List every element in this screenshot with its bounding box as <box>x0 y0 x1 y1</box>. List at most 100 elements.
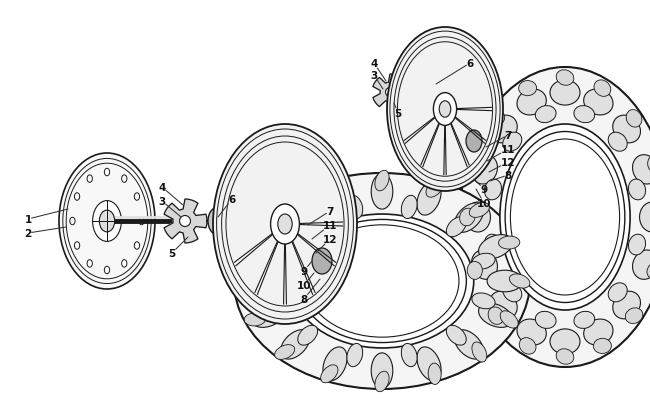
Ellipse shape <box>593 339 612 354</box>
Ellipse shape <box>87 260 92 267</box>
Ellipse shape <box>478 303 512 328</box>
Ellipse shape <box>280 203 310 233</box>
Ellipse shape <box>439 102 451 118</box>
Text: 10: 10 <box>297 273 314 290</box>
Ellipse shape <box>467 156 483 173</box>
Ellipse shape <box>574 106 595 124</box>
Ellipse shape <box>472 254 495 269</box>
Ellipse shape <box>500 125 630 310</box>
Text: 8: 8 <box>490 171 512 181</box>
Ellipse shape <box>278 200 292 220</box>
Ellipse shape <box>402 84 418 108</box>
Ellipse shape <box>87 175 92 183</box>
Text: 7: 7 <box>486 131 512 148</box>
Ellipse shape <box>244 313 265 326</box>
Ellipse shape <box>608 133 627 152</box>
Ellipse shape <box>484 234 502 255</box>
Ellipse shape <box>122 175 127 183</box>
Ellipse shape <box>135 193 140 201</box>
Ellipse shape <box>647 155 650 173</box>
Ellipse shape <box>472 293 495 309</box>
Ellipse shape <box>472 342 487 362</box>
Ellipse shape <box>426 180 443 198</box>
Ellipse shape <box>556 349 574 364</box>
Ellipse shape <box>401 343 417 367</box>
Text: 3: 3 <box>370 71 383 90</box>
Ellipse shape <box>629 234 645 255</box>
Ellipse shape <box>105 169 110 176</box>
Ellipse shape <box>320 365 338 383</box>
Text: 4: 4 <box>370 59 386 82</box>
Ellipse shape <box>626 110 642 128</box>
Ellipse shape <box>608 283 627 302</box>
Ellipse shape <box>499 237 520 249</box>
Ellipse shape <box>135 242 140 249</box>
Ellipse shape <box>471 250 497 279</box>
Ellipse shape <box>629 180 645 200</box>
Text: 3: 3 <box>159 196 181 217</box>
Ellipse shape <box>500 311 518 328</box>
Ellipse shape <box>275 345 294 360</box>
Ellipse shape <box>401 196 417 219</box>
Ellipse shape <box>298 326 318 345</box>
Ellipse shape <box>489 116 517 143</box>
Text: 6: 6 <box>436 59 474 85</box>
Ellipse shape <box>312 248 332 274</box>
Ellipse shape <box>323 347 347 381</box>
Ellipse shape <box>269 293 292 309</box>
Ellipse shape <box>469 203 489 218</box>
Ellipse shape <box>632 155 650 185</box>
Ellipse shape <box>347 343 363 367</box>
Ellipse shape <box>584 319 613 345</box>
Ellipse shape <box>269 254 292 269</box>
Ellipse shape <box>99 211 114 232</box>
Ellipse shape <box>454 203 484 233</box>
Ellipse shape <box>647 262 650 279</box>
Ellipse shape <box>280 330 310 359</box>
Ellipse shape <box>213 125 357 324</box>
Ellipse shape <box>291 215 474 348</box>
Ellipse shape <box>519 81 537 96</box>
Ellipse shape <box>632 250 650 279</box>
Ellipse shape <box>385 88 395 97</box>
Ellipse shape <box>208 207 228 235</box>
Ellipse shape <box>465 202 491 232</box>
Ellipse shape <box>584 90 613 116</box>
Ellipse shape <box>460 68 650 367</box>
Ellipse shape <box>252 235 285 259</box>
Ellipse shape <box>234 174 530 389</box>
Ellipse shape <box>517 90 546 116</box>
Ellipse shape <box>454 330 484 359</box>
Ellipse shape <box>347 196 363 219</box>
Text: 12: 12 <box>489 158 515 173</box>
Text: 1: 1 <box>25 209 68 224</box>
Ellipse shape <box>550 329 580 354</box>
Ellipse shape <box>460 209 475 226</box>
Ellipse shape <box>105 266 110 274</box>
Ellipse shape <box>323 178 336 199</box>
Ellipse shape <box>241 271 277 292</box>
Ellipse shape <box>447 217 466 237</box>
Ellipse shape <box>471 155 497 185</box>
Ellipse shape <box>323 182 347 215</box>
Ellipse shape <box>613 292 640 319</box>
Ellipse shape <box>613 116 640 143</box>
Ellipse shape <box>278 215 292 234</box>
Ellipse shape <box>375 371 389 392</box>
Text: 11: 11 <box>487 145 515 162</box>
Ellipse shape <box>625 308 643 324</box>
Ellipse shape <box>70 218 75 225</box>
Ellipse shape <box>536 106 556 124</box>
Ellipse shape <box>139 218 144 225</box>
Text: 12: 12 <box>316 234 337 254</box>
Text: 8: 8 <box>300 279 320 304</box>
Ellipse shape <box>574 311 595 328</box>
Ellipse shape <box>298 217 318 237</box>
Text: 2: 2 <box>25 228 66 239</box>
Ellipse shape <box>536 311 556 328</box>
Ellipse shape <box>252 303 285 328</box>
Ellipse shape <box>371 174 393 210</box>
Ellipse shape <box>75 193 80 201</box>
Polygon shape <box>164 200 207 243</box>
Polygon shape <box>373 75 408 111</box>
